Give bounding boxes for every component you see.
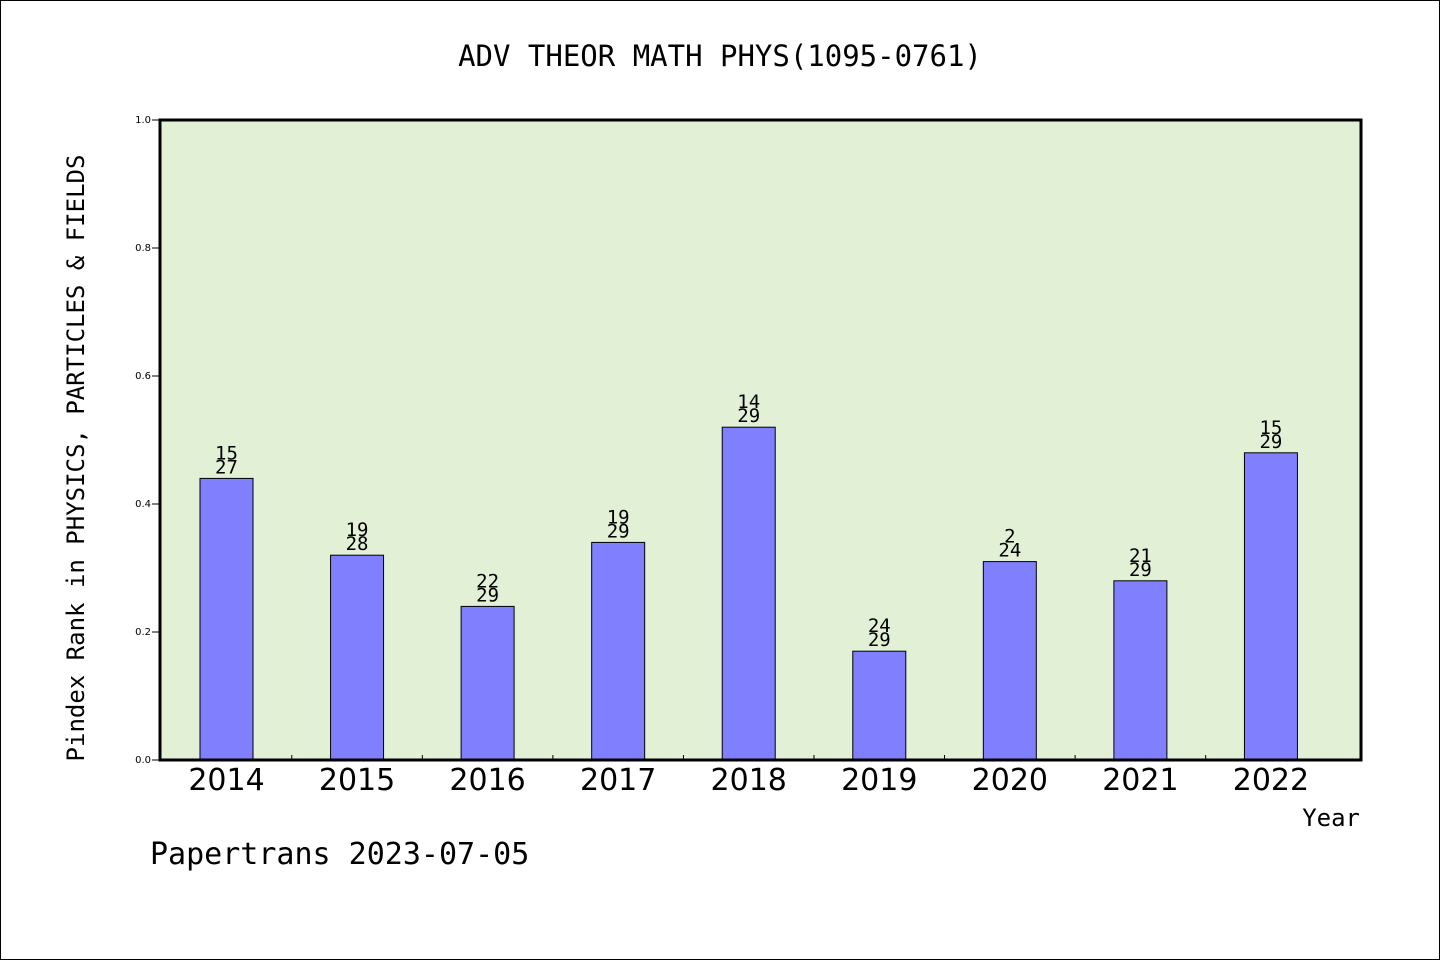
y-tick-label: 0.8 — [135, 243, 151, 254]
x-tick-label: 2019 — [841, 763, 917, 798]
x-tick-label: 2018 — [711, 763, 787, 798]
bar-total-label: 29 — [737, 405, 760, 427]
bar-rank-label: 24 — [868, 615, 891, 637]
bar-2020 — [982, 561, 1037, 761]
y-tick-label: 0.6 — [135, 371, 151, 382]
x-axis-label: Year — [1302, 804, 1360, 832]
bar-rank-label: 21 — [1129, 545, 1152, 567]
bar-total-label: 29 — [1129, 559, 1152, 581]
x-tick-label: 2014 — [188, 763, 264, 798]
y-tick-label: 0.4 — [135, 499, 151, 510]
x-tick-label: 2015 — [319, 763, 395, 798]
x-tick-label: 2021 — [1102, 763, 1178, 798]
bar-rank-label: 22 — [476, 570, 499, 592]
bar-rank-label: 19 — [607, 506, 630, 528]
x-axis: 2014 2015 2016 2017 2018 2019 2020 2021 2022 — [188, 755, 1309, 798]
bar-group — [199, 426, 1298, 761]
y-tick-label: 0.2 — [135, 627, 151, 638]
bar-2021 — [1113, 580, 1168, 761]
bar-2018 — [721, 426, 776, 761]
bar-total-label: 29 — [868, 629, 891, 651]
bar-rank-label: 2 — [1004, 526, 1015, 548]
bar-total-label: 24 — [998, 540, 1021, 562]
bar-total-label: 29 — [476, 584, 499, 606]
bar-total-label: 29 — [1259, 431, 1282, 453]
plot-border — [158, 118, 1363, 762]
y-tick-label: 0.0 — [135, 755, 151, 766]
y-tick-label: 1.0 — [135, 115, 151, 126]
x-tick-label: 2022 — [1233, 763, 1309, 798]
bar-2016 — [460, 605, 515, 761]
x-tick-label: 2017 — [580, 763, 656, 798]
bar-2022 — [1243, 452, 1298, 761]
bar-rank-label: 15 — [1259, 417, 1282, 439]
chart-title: ADV THEOR MATH PHYS(1095-0761) — [458, 39, 982, 73]
bar-2014 — [199, 477, 254, 761]
bar-2015 — [330, 554, 385, 761]
bar-total-label: 28 — [346, 533, 369, 555]
y-axis-label: Pindex Rank in PHYSICS, PARTICLES & FIEL… — [62, 155, 90, 762]
x-tick-label: 2016 — [449, 763, 525, 798]
x-tick-label: 2020 — [972, 763, 1048, 798]
bar-2019 — [852, 650, 907, 761]
bar-2017 — [591, 541, 646, 761]
bar-rank-label: 14 — [737, 391, 760, 413]
bar-total-label: 27 — [215, 456, 238, 478]
bar-total-label: 29 — [607, 520, 630, 542]
bar-rank-label: 19 — [346, 519, 369, 541]
bar-rank-label: 15 — [215, 442, 238, 464]
credit-text: Papertrans 2023-07-05 — [150, 837, 529, 872]
y-axis: 0.0 0.2 0.4 0.6 0.8 1.0 — [135, 115, 160, 766]
